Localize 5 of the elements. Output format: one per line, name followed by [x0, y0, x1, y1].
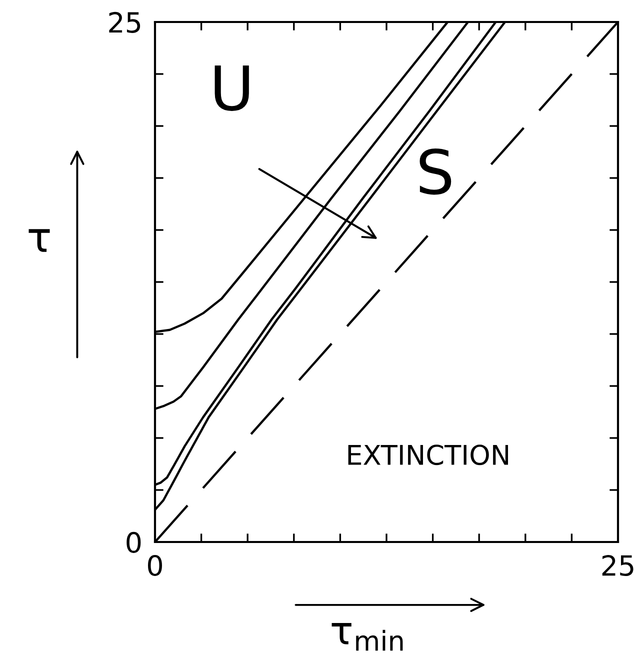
annotation: U — [214, 66, 249, 111]
annotation: S — [420, 148, 452, 195]
annotation: EXTINCTION — [348, 444, 508, 466]
y-axis-title: τ — [28, 229, 50, 252]
x-axis-title: τ$_{min}$ — [332, 622, 403, 651]
